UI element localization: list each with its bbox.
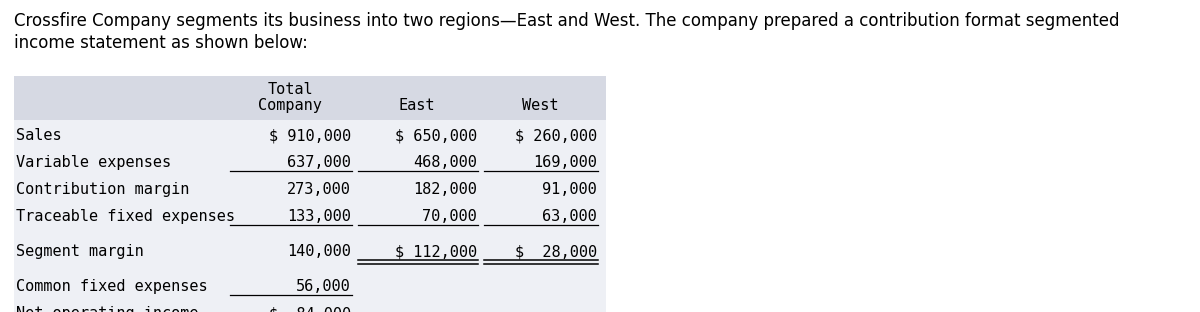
Text: Sales: Sales (16, 128, 61, 143)
Text: 468,000: 468,000 (413, 155, 478, 170)
Text: 91,000: 91,000 (542, 182, 598, 197)
Text: $ 650,000: $ 650,000 (395, 128, 478, 143)
Text: West: West (522, 98, 558, 113)
Text: Variable expenses: Variable expenses (16, 155, 172, 170)
Text: Crossfire Company segments its business into two regions—East and West. The comp: Crossfire Company segments its business … (14, 12, 1120, 30)
Text: $ 112,000: $ 112,000 (395, 244, 478, 259)
Text: $ 260,000: $ 260,000 (515, 128, 598, 143)
Text: 63,000: 63,000 (542, 209, 598, 224)
Bar (14, 120, 606, 312)
Bar (14, 76, 606, 120)
Text: 273,000: 273,000 (287, 182, 352, 197)
Text: 182,000: 182,000 (413, 182, 478, 197)
Text: 637,000: 637,000 (287, 155, 352, 170)
Text: $ 910,000: $ 910,000 (269, 128, 352, 143)
Text: 70,000: 70,000 (422, 209, 478, 224)
Text: Company: Company (258, 98, 322, 113)
Text: Traceable fixed expenses: Traceable fixed expenses (16, 209, 235, 224)
Text: Net operating income: Net operating income (16, 306, 198, 312)
Text: 140,000: 140,000 (287, 244, 352, 259)
Text: 133,000: 133,000 (287, 209, 352, 224)
Text: Total: Total (268, 82, 313, 97)
Text: 56,000: 56,000 (296, 279, 352, 294)
Text: $  28,000: $ 28,000 (515, 244, 598, 259)
Text: Common fixed expenses: Common fixed expenses (16, 279, 208, 294)
Text: $  84,000: $ 84,000 (269, 306, 352, 312)
Text: Segment margin: Segment margin (16, 244, 144, 259)
Text: Contribution margin: Contribution margin (16, 182, 190, 197)
Text: East: East (398, 98, 436, 113)
Text: income statement as shown below:: income statement as shown below: (14, 34, 308, 52)
Text: 169,000: 169,000 (533, 155, 598, 170)
